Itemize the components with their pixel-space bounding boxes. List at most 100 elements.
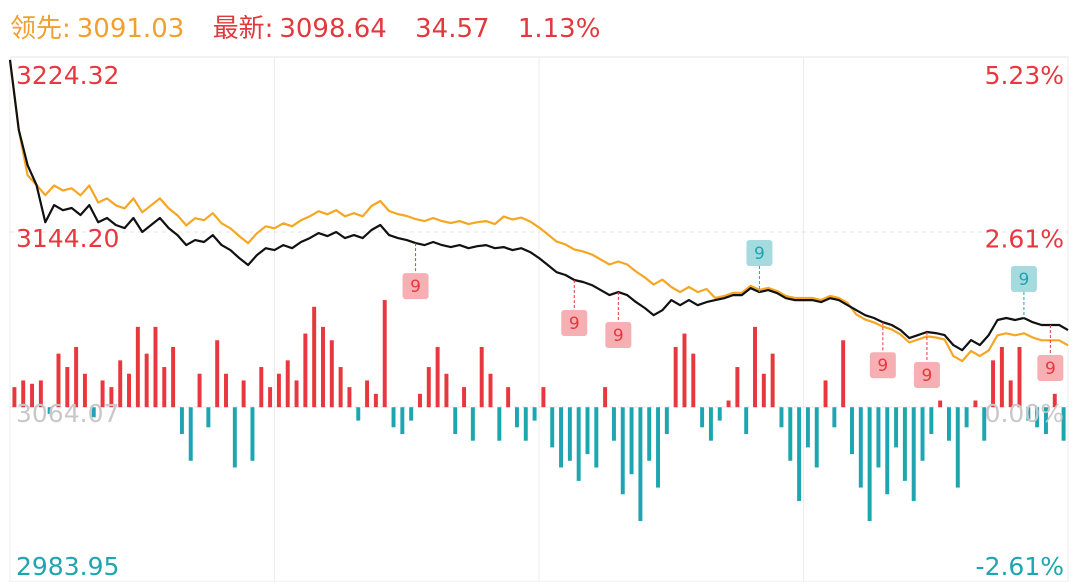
nine-marker: 9 <box>746 240 773 293</box>
bar <box>391 407 396 428</box>
marker-label: 9 <box>754 244 765 264</box>
marker-label: 9 <box>1045 359 1056 379</box>
bar <box>797 407 802 501</box>
bar <box>56 353 61 408</box>
bar <box>929 407 934 435</box>
bar <box>594 407 599 468</box>
bar <box>435 346 440 408</box>
bar <box>585 407 590 455</box>
change-pct: 1.13% <box>517 14 601 44</box>
bar <box>488 373 493 408</box>
marker-label: 9 <box>1019 270 1030 290</box>
bar <box>611 407 616 441</box>
marker-box <box>402 273 429 300</box>
marker-label: 9 <box>877 356 888 376</box>
bar <box>973 400 978 408</box>
bar <box>700 407 705 428</box>
marker-box <box>746 240 773 267</box>
bar <box>382 300 387 408</box>
bar <box>673 346 678 408</box>
marker-box <box>605 322 632 349</box>
marker-label: 9 <box>613 326 624 346</box>
marker-box <box>913 362 940 389</box>
bar <box>400 407 405 435</box>
bars <box>12 300 1066 522</box>
bar <box>162 367 167 408</box>
header: 领先: 3091.03 最新: 3098.64 34.57 1.13% <box>10 8 606 45</box>
nine-marker: 9 <box>1010 266 1037 319</box>
bar <box>38 380 43 408</box>
bar <box>902 407 907 481</box>
bar <box>347 387 352 408</box>
bar <box>21 380 26 408</box>
bar <box>506 387 511 408</box>
bar <box>321 326 325 408</box>
change: 34.57 <box>415 14 490 44</box>
line <box>8 59 1069 363</box>
bar <box>955 407 960 488</box>
bar <box>65 367 70 408</box>
bar <box>329 340 334 408</box>
bar <box>100 380 105 408</box>
bar <box>788 407 793 461</box>
lead-value: 3091.03 <box>76 14 185 44</box>
bar <box>144 353 149 408</box>
bar <box>1043 407 1048 435</box>
bar <box>1026 407 1031 421</box>
bar <box>479 346 484 408</box>
bar <box>708 407 713 441</box>
bar <box>276 373 281 408</box>
bar <box>999 346 1004 408</box>
lead-label: 领先: <box>10 14 71 44</box>
bar <box>373 393 378 408</box>
nine-marker: 9 <box>605 292 632 349</box>
bar <box>647 407 652 461</box>
bar <box>338 367 343 408</box>
marker-box <box>869 352 896 379</box>
bar <box>462 387 467 408</box>
bar <box>135 326 140 408</box>
bar <box>629 407 634 475</box>
bar <box>285 360 290 408</box>
bar <box>30 383 35 408</box>
grid <box>9 56 1069 582</box>
bar <box>841 340 846 408</box>
bar <box>770 353 775 408</box>
marker-label: 9 <box>922 366 933 386</box>
bar <box>1061 407 1066 441</box>
bar <box>179 407 184 435</box>
bar <box>559 407 564 468</box>
bar <box>523 407 528 441</box>
bar <box>867 407 872 522</box>
bar <box>409 407 414 421</box>
bar <box>550 407 555 448</box>
bar <box>814 407 819 468</box>
bar <box>118 360 123 408</box>
bar <box>638 407 643 522</box>
bar <box>303 333 308 408</box>
marker-label: 9 <box>410 277 421 297</box>
nine-marker: 9 <box>913 332 940 389</box>
bar <box>691 353 696 408</box>
nine-marker: 9 <box>1037 325 1064 382</box>
bar <box>259 367 264 408</box>
bar <box>946 407 951 441</box>
bar <box>127 373 132 408</box>
y2-tick-label: 0.00% <box>985 399 1064 428</box>
nine-marker: 9 <box>402 243 429 300</box>
bar <box>753 326 757 408</box>
line <box>8 59 1069 352</box>
bar <box>268 387 273 408</box>
bar <box>241 380 246 408</box>
bar <box>206 407 211 428</box>
y-tick-label: 3144.20 <box>16 224 119 253</box>
bar <box>823 380 828 408</box>
bar <box>982 407 987 441</box>
bar <box>312 306 317 408</box>
bar <box>620 407 625 495</box>
bar <box>682 333 687 408</box>
bar <box>365 380 370 408</box>
bar <box>514 407 519 428</box>
bar <box>1008 380 1013 408</box>
